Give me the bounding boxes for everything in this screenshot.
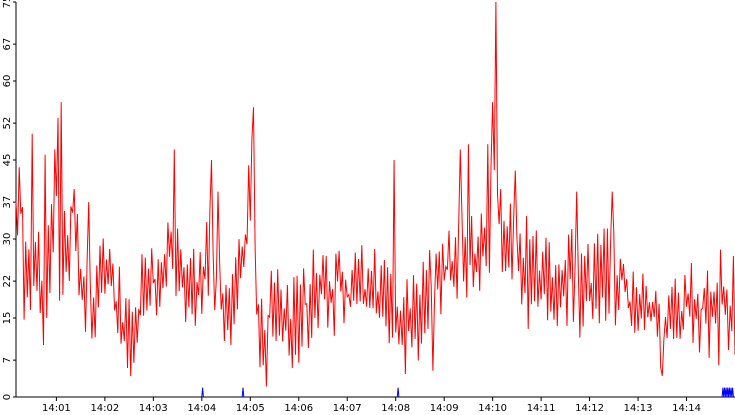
x-tick-label: 14:06 [284,403,313,414]
series-blue [201,387,734,398]
x-tick-label: 14:10 [478,403,507,414]
series-blue-line [721,387,734,398]
y-tick-label: 67 [2,38,13,51]
series-red-line [15,1,735,387]
x-tick-label: 14:01 [42,403,71,414]
x-tick-label: 14:13 [624,403,653,414]
y-tick-label: 7 [2,357,13,363]
x-tick-label: 14:04 [187,403,216,414]
y-tick-label: 52 [2,117,13,130]
x-tick-label: 14:09 [430,403,459,414]
x-tick-label: 14:08 [381,403,410,414]
series-blue-line [241,387,245,398]
x-tick-label: 14:05 [236,403,265,414]
series-blue-line [396,387,400,398]
x-tick-label: 14:03 [139,403,168,414]
y-tick-label: 60 [2,75,13,88]
x-tick-label: 14:12 [575,403,604,414]
y-axis: 0 7 15 22 30 37 45 52 60 67 75 [2,0,17,400]
x-tick-label: 14:07 [333,403,362,414]
y-tick-label: 45 [2,154,13,167]
y-tick-label: 37 [2,196,13,209]
plot-area [15,1,735,398]
x-tick-label: 14:14 [672,403,701,414]
y-tick-label: 30 [2,233,13,246]
x-tick-label: 14:11 [527,403,556,414]
x-tick-label: 14:02 [90,403,119,414]
y-tick-label: 22 [2,275,13,288]
x-axis: 14:01 14:02 14:03 14:04 14:05 14:06 14:07 14:08… [16,396,735,414]
y-tick-label: 75 [2,0,13,8]
series-blue-line [201,387,204,398]
y-tick-label: 15 [2,312,13,325]
y-tick-label: 0 [2,394,13,400]
